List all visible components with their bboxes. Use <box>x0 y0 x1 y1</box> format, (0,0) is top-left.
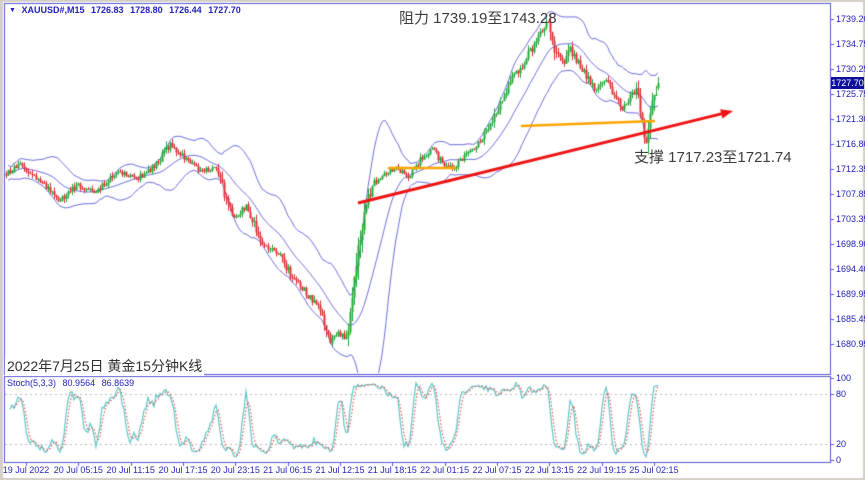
trading-chart-window: ▼ XAUUSD#,M15 1726.83 1728.80 1726.44 17… <box>0 0 865 480</box>
price-chart-canvas[interactable] <box>0 0 865 480</box>
